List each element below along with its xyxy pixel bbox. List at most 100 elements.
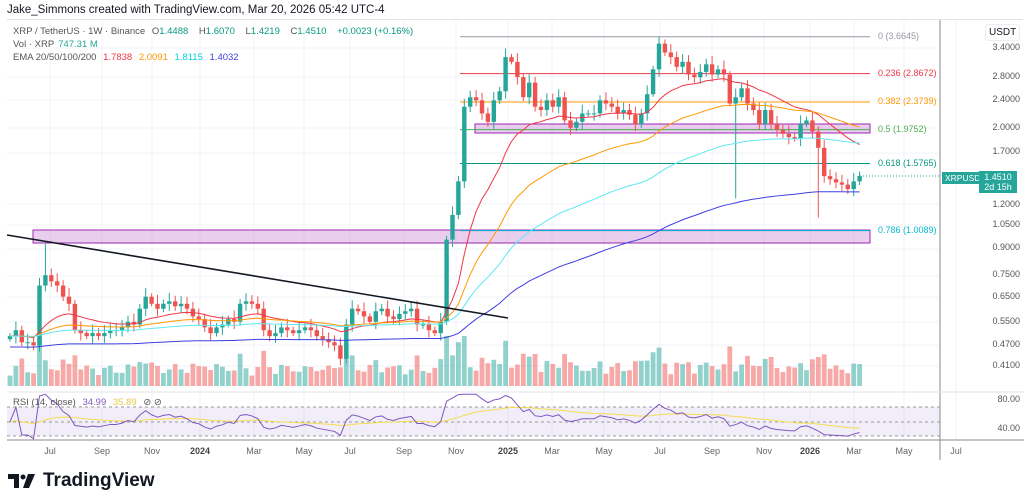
candle — [344, 324, 349, 359]
volume-bar — [408, 369, 414, 386]
volume-bar — [196, 366, 202, 386]
candle — [704, 64, 709, 72]
volume-bar — [473, 370, 479, 386]
candle — [680, 61, 685, 67]
volume-bar — [78, 369, 84, 386]
candle — [639, 113, 644, 125]
volume-legend[interactable]: Vol · XRP 747.31 M — [13, 39, 102, 50]
volume-bar — [674, 362, 680, 386]
candle — [338, 345, 343, 359]
close-label: C — [290, 26, 298, 37]
candle — [202, 319, 207, 328]
low-value: 1.4219 — [250, 26, 280, 37]
high-label: H — [198, 26, 206, 37]
volume-bar — [220, 366, 225, 386]
candle — [473, 97, 479, 101]
candle — [173, 301, 178, 307]
candle — [119, 327, 125, 331]
volume-bar — [25, 372, 31, 386]
ema-label: EMA 20/50/100/200 — [13, 52, 97, 63]
volume-bar — [532, 353, 538, 386]
volume-bar — [821, 354, 827, 386]
volume-bar — [833, 365, 839, 386]
volume-bar — [255, 366, 261, 386]
time-tick: Sep — [395, 446, 413, 456]
candle — [491, 100, 496, 122]
candle — [721, 69, 727, 75]
candle — [845, 184, 850, 190]
candle — [55, 281, 60, 286]
candle — [285, 327, 290, 331]
volume-bar — [591, 368, 597, 386]
volume-bar — [756, 366, 762, 386]
ema-legend[interactable]: EMA 20/50/100/200 1.7838 2.0091 1.8115 1… — [13, 52, 243, 63]
volume-bar — [851, 363, 857, 386]
volume-bar — [208, 370, 213, 386]
hidden-icon: ⊘ ⊘ — [143, 397, 162, 408]
candle — [485, 113, 491, 122]
volume-bar — [249, 375, 255, 386]
volume-bar — [509, 367, 514, 386]
ema200-line — [9, 191, 860, 348]
time-tick: Jul — [44, 446, 56, 456]
candle — [291, 330, 296, 334]
volume-bar — [166, 369, 172, 386]
candle — [556, 97, 561, 107]
candle — [645, 94, 650, 114]
currency-label[interactable]: USDT — [985, 24, 1021, 41]
candle — [432, 330, 437, 334]
fib-label: 0 (3.6645) — [878, 30, 920, 41]
open-label: O — [151, 26, 160, 37]
volume-bar — [644, 360, 650, 386]
candle — [60, 285, 66, 297]
price-chart[interactable] — [0, 0, 1024, 470]
candle — [603, 100, 609, 104]
symbol-title[interactable]: XRP / TetherUS · 1W · Binance — [13, 26, 146, 37]
candle — [591, 113, 597, 115]
candle — [503, 57, 508, 92]
candle — [532, 82, 538, 107]
candle — [243, 301, 249, 304]
candle — [745, 88, 750, 104]
candle — [7, 336, 13, 340]
volume-bar — [638, 360, 644, 386]
candle — [674, 57, 679, 67]
rsi-tick: 80.00 — [997, 394, 1020, 404]
time-tick: Jul — [344, 446, 356, 456]
volume-bar — [520, 353, 526, 386]
price-tick: 1.2000 — [992, 198, 1020, 209]
volume-bar — [526, 356, 532, 386]
fib-label: 0.236 (2.8672) — [878, 67, 937, 78]
candle — [196, 316, 201, 320]
candle — [108, 330, 113, 334]
volume-bar — [107, 365, 113, 386]
volume-bar — [237, 353, 243, 386]
candle — [698, 71, 703, 78]
volume-bar — [774, 368, 780, 386]
candle — [90, 333, 95, 337]
candle — [538, 106, 544, 111]
candle — [709, 64, 715, 75]
candle — [426, 324, 432, 331]
candle — [267, 330, 272, 337]
low-label: L — [245, 26, 251, 37]
chart-frame[interactable] — [7, 19, 1023, 460]
candle — [125, 321, 131, 328]
volume-bar — [19, 358, 25, 386]
rsi-legend[interactable]: RSI (14, close) 34.99 35.89 ⊘ ⊘ — [13, 397, 166, 408]
volume-bar — [768, 356, 774, 386]
candle — [397, 313, 402, 320]
time-tick: Sep — [703, 446, 721, 456]
tradingview-logo[interactable]: TradingView — [8, 470, 155, 492]
candle — [597, 100, 603, 114]
volume-bar — [261, 350, 267, 386]
price-tick: 1.7000 — [992, 146, 1020, 157]
candle — [650, 69, 656, 95]
candle — [131, 321, 137, 325]
candle — [43, 275, 48, 286]
volume-bar — [314, 371, 320, 386]
candle — [692, 74, 697, 78]
volume-bar — [597, 361, 603, 386]
volume-bar — [367, 364, 373, 386]
candle — [786, 133, 791, 138]
